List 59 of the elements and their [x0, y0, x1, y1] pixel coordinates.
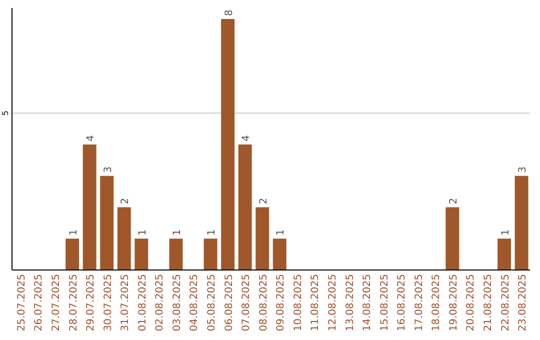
x-tick-label: 07.08.2025 [241, 274, 252, 332]
data-label: 8 [224, 10, 235, 16]
bar [66, 238, 80, 270]
bar [272, 238, 286, 270]
x-tick-label: 14.08.2025 [362, 274, 374, 332]
x-tick-label: 01.08.2025 [137, 274, 148, 332]
data-label: 4 [86, 135, 97, 142]
x-tick-label: 16.08.2025 [396, 274, 408, 332]
data-label: 3 [518, 166, 529, 173]
x-tick-label: 19.08.2025 [448, 274, 460, 332]
bar [498, 238, 511, 270]
data-label: 1 [137, 229, 148, 236]
x-tick-label: 13.08.2025 [344, 274, 356, 332]
data-label: 3 [102, 166, 114, 173]
x-tick-label: 28.07.2025 [68, 274, 80, 332]
x-tick-label: 31.07.2025 [120, 274, 132, 332]
x-tick-label: 02.08.2025 [154, 274, 166, 332]
data-label: 4 [241, 135, 252, 142]
bar [169, 238, 183, 270]
x-tick-label: 12.08.2025 [327, 274, 338, 332]
x-tick-label: 17.08.2025 [414, 274, 425, 332]
x-tick-label: 10.08.2025 [292, 274, 304, 332]
data-label: 1 [276, 229, 287, 236]
x-tick-label: 04.08.2025 [189, 274, 200, 332]
x-tick-label: 25.07.2025 [16, 274, 28, 332]
x-tick-label: 21.08.2025 [482, 274, 494, 332]
data-label: 2 [258, 198, 270, 204]
data-label: 2 [448, 198, 460, 204]
bar [514, 176, 528, 270]
bar [100, 176, 114, 270]
y-tick-label: 5 [1, 110, 10, 116]
data-label: 1 [206, 229, 218, 236]
bar [82, 144, 96, 270]
bar [204, 238, 218, 270]
x-tick-label: 22.08.2025 [500, 274, 512, 332]
data-label: 2 [120, 198, 132, 204]
data-label: 1 [172, 229, 183, 236]
x-tick-label: 18.08.2025 [431, 274, 442, 332]
x-tick-label: 20.08.2025 [466, 274, 477, 332]
bar [134, 238, 148, 270]
x-tick-label: 06.08.2025 [224, 274, 235, 332]
bar [256, 207, 270, 270]
data-label: 1 [68, 229, 80, 236]
bar [221, 18, 235, 270]
x-tick-label: 26.07.2025 [34, 274, 45, 332]
x-tick-label: 11.08.2025 [310, 274, 322, 332]
bar [238, 144, 252, 270]
x-tick-label: 03.08.2025 [172, 274, 183, 332]
x-tick-label: 15.08.2025 [379, 274, 390, 332]
bar [117, 207, 131, 270]
x-tick-label: 27.07.2025 [51, 274, 62, 332]
data-label: 1 [500, 229, 512, 236]
x-tick-label: 23.08.2025 [518, 274, 529, 332]
bar [446, 207, 460, 270]
x-tick-label: 09.08.2025 [276, 274, 287, 332]
x-tick-label: 08.08.2025 [258, 274, 270, 332]
x-tick-label: 05.08.2025 [206, 274, 218, 332]
x-tick-label: 30.07.2025 [102, 274, 114, 332]
x-tick-label: 29.07.2025 [86, 274, 97, 332]
